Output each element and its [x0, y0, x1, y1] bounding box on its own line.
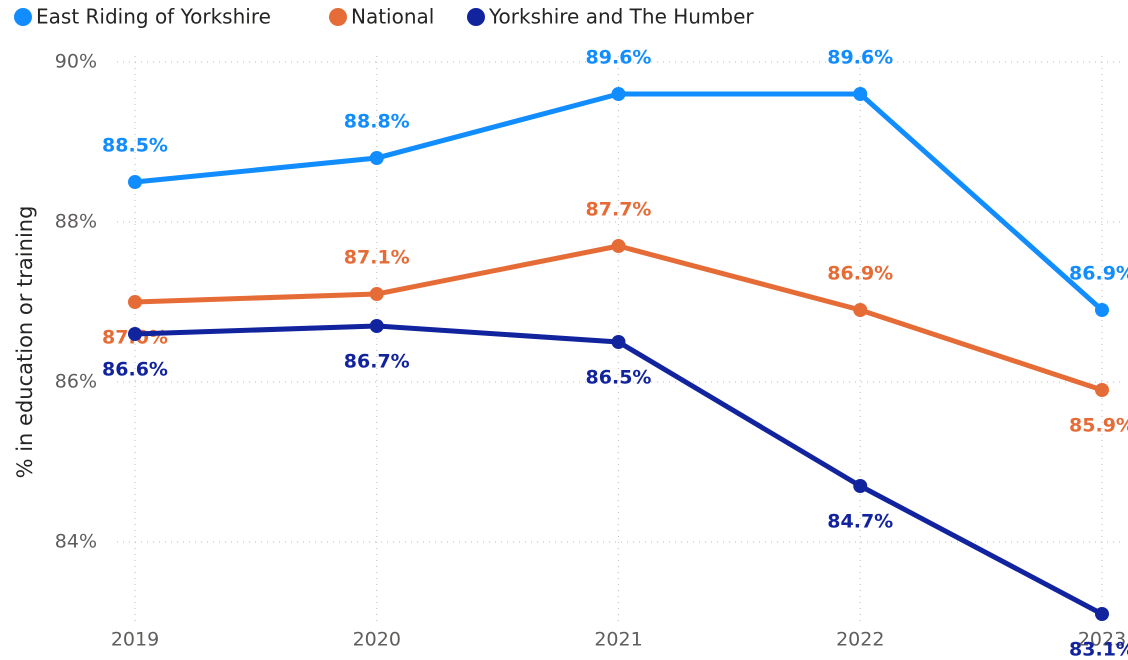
point	[1095, 383, 1109, 397]
data-label: 83.1%	[1069, 639, 1128, 660]
data-label: 86.5%	[586, 367, 652, 389]
legend-marker	[329, 8, 347, 26]
data-label: 87.1%	[344, 247, 410, 269]
point	[128, 327, 142, 341]
data-label: 86.6%	[102, 359, 168, 381]
point	[369, 151, 384, 165]
legend-label: Yorkshire and The Humber	[488, 5, 754, 29]
data-label: 89.6%	[586, 47, 652, 69]
point	[611, 239, 626, 253]
data-label: 84.7%	[827, 511, 893, 533]
y-tick-label: 88%	[55, 211, 97, 233]
y-tick-label: 84%	[55, 531, 97, 553]
x-tick-label: 2022	[836, 629, 884, 651]
data-label: 86.9%	[1069, 263, 1128, 285]
x-tick-label: 2019	[111, 629, 159, 651]
y-tick-label: 86%	[55, 371, 97, 393]
point	[611, 335, 626, 349]
point	[853, 479, 868, 493]
x-tick-label: 2021	[594, 629, 642, 651]
data-label: 89.6%	[827, 47, 893, 69]
y-tick-label: 90%	[55, 51, 97, 73]
x-tick-label: 2023	[1078, 629, 1126, 651]
point	[853, 87, 868, 101]
y-axis-label: % in education or training	[13, 206, 37, 479]
data-label: 88.5%	[102, 135, 168, 157]
data-label: 86.7%	[344, 351, 410, 373]
point	[1095, 607, 1109, 621]
point	[128, 295, 142, 309]
data-label: 85.9%	[1069, 415, 1128, 437]
legend-marker	[467, 8, 485, 26]
data-label: 86.9%	[827, 263, 893, 285]
point	[1095, 303, 1109, 317]
point	[611, 87, 626, 101]
point	[853, 303, 868, 317]
legend-marker	[14, 8, 32, 26]
data-label: 87.7%	[586, 199, 652, 221]
point	[369, 287, 384, 301]
legend-label: East Riding of Yorkshire	[36, 5, 271, 29]
data-label: 88.8%	[344, 111, 410, 133]
point	[128, 175, 142, 189]
legend-label: National	[351, 5, 434, 29]
x-tick-label: 2020	[353, 629, 401, 651]
point	[369, 319, 384, 333]
